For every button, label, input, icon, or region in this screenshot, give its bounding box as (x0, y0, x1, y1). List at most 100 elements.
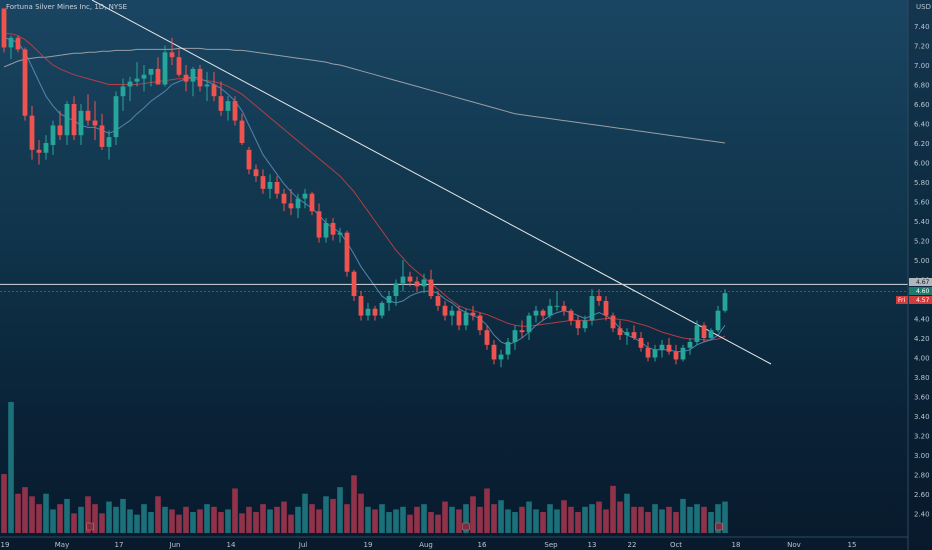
candle-body (715, 310, 721, 331)
volume-bar (64, 498, 70, 533)
candle-body (295, 198, 301, 209)
volume-bar (582, 506, 588, 533)
time-tick-label: 22 (628, 541, 637, 549)
price-tick-label: 4.20 (914, 335, 930, 343)
candle-body (71, 104, 77, 136)
price-tick-label: 6.40 (914, 121, 930, 129)
volume-bar (575, 512, 581, 533)
price-tick-label: 2.80 (914, 472, 930, 480)
time-tick-label: Jun (169, 541, 181, 549)
price-tick-label: 4.00 (914, 355, 930, 363)
candle-body (435, 296, 441, 306)
volume-bar (477, 506, 483, 533)
candle-body (386, 296, 392, 303)
time-tick-label: 14 (227, 541, 236, 549)
volume-bar (218, 512, 224, 533)
candle-body (204, 84, 210, 87)
time-tick-label: May (55, 541, 69, 549)
trendlines (0, 0, 908, 365)
candle-body (64, 104, 70, 136)
volume-bar (715, 504, 721, 533)
candle-body (456, 310, 462, 326)
candle-body (554, 305, 560, 307)
volume-bar (57, 504, 63, 533)
volume-bar (1, 474, 7, 533)
candle-body (141, 74, 147, 79)
volume-bar (519, 506, 525, 533)
candle-body (407, 276, 413, 282)
price-tick-label: 3.00 (914, 452, 930, 460)
candle-body (190, 68, 196, 82)
candle-body (568, 310, 574, 321)
volume-bar (645, 512, 651, 533)
volume-bar (484, 488, 490, 533)
volume-bar (85, 496, 91, 533)
candle-body (316, 211, 322, 238)
volume-bar (309, 504, 315, 533)
price-tag-green: 4.60 (916, 288, 930, 295)
volume-bar (211, 506, 217, 533)
volume-bar (596, 501, 602, 533)
volume-bar (29, 496, 35, 533)
volume-bar (323, 496, 329, 533)
candle-body (722, 293, 728, 311)
price-tag-red-bg (909, 296, 932, 304)
volume-bar (442, 501, 448, 533)
candle-body (337, 232, 343, 235)
volume-bar (113, 506, 119, 533)
candle-body (92, 120, 98, 126)
candle-body (344, 232, 350, 272)
candle-body (232, 101, 238, 121)
volume-bar (99, 513, 105, 533)
price-tag-red: 4.57 (916, 297, 930, 304)
time-tick-label: Jul (298, 541, 308, 549)
volume-bar (722, 501, 728, 533)
candle-body (463, 312, 469, 326)
volume-bar (540, 512, 546, 533)
volume-bar (491, 504, 497, 533)
volume-bar (316, 509, 322, 533)
candle-body (274, 182, 280, 194)
candle-body (526, 315, 532, 333)
time-tick-label: 15 (848, 541, 857, 549)
candle-body (638, 338, 644, 348)
volume-bar (421, 504, 427, 533)
candlesticks (1, 8, 728, 368)
candle-body (302, 193, 308, 199)
candle-body (169, 52, 175, 58)
candle-body (687, 341, 693, 348)
volume-bar (568, 506, 574, 533)
volume-bar (463, 504, 469, 533)
volume-bar (666, 506, 672, 533)
volume-bar (358, 493, 364, 533)
earnings-event-icon (462, 522, 470, 531)
candle-body (260, 176, 266, 189)
volume-bar (673, 512, 679, 533)
volume-bar (708, 512, 714, 533)
price-tag-day-label: Fri (898, 297, 905, 304)
candle-body (708, 330, 714, 338)
price-tick-label: 5.80 (914, 179, 930, 187)
candle-body (218, 96, 224, 111)
price-tick-label: 6.60 (914, 101, 930, 109)
candle-body (99, 125, 105, 147)
candle-body (246, 149, 252, 170)
volume-bar (281, 501, 287, 533)
volume-bar (71, 513, 77, 533)
price-tag-green-bg (909, 287, 932, 295)
volume-bar (50, 509, 56, 533)
volume-bar (330, 498, 336, 533)
volume-bar (617, 501, 623, 533)
volume-bar (43, 493, 49, 533)
candle-body (610, 315, 616, 329)
candle-body (15, 37, 21, 50)
candle-body (561, 305, 567, 311)
candle-body (323, 222, 329, 238)
volume-bar (372, 509, 378, 533)
volume-bar (148, 512, 154, 533)
volume-bar (694, 504, 700, 533)
candle-body (659, 344, 665, 350)
volume-bar (225, 509, 231, 533)
earnings-event-icon (86, 522, 94, 531)
